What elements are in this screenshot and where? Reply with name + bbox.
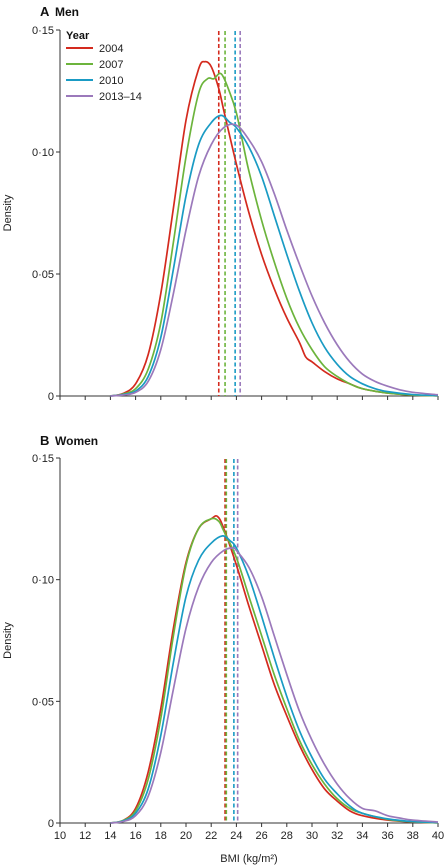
x-axis-label: BMI (kg/m²) — [220, 853, 277, 865]
x-tick-label: 40 — [432, 830, 444, 842]
x-tick-label: 36 — [381, 830, 393, 842]
x-tick-label: 22 — [205, 830, 217, 842]
y-tick-label: 0·05 — [32, 696, 54, 708]
series-line — [110, 514, 439, 824]
series-line — [110, 517, 439, 824]
x-tick-label: 30 — [306, 830, 318, 842]
y-tick-label: 0·10 — [32, 147, 54, 159]
x-tick-label: 20 — [180, 830, 192, 842]
x-tick-label: 26 — [255, 830, 267, 842]
x-tick-label: 10 — [54, 830, 66, 842]
x-tick-label: 24 — [230, 830, 242, 842]
series-line — [110, 72, 439, 397]
legend-label: 2010 — [99, 75, 123, 87]
x-tick-label: 18 — [155, 830, 167, 842]
panel-title: Women — [55, 434, 98, 448]
y-tick-label: 0·15 — [32, 25, 54, 37]
legend-label: 2013–14 — [99, 91, 142, 103]
y-tick-label: 0·10 — [32, 575, 54, 587]
x-tick-label: 38 — [407, 830, 419, 842]
legend-title: Year — [66, 30, 90, 42]
panel-letter: A — [40, 4, 50, 19]
y-tick-label: 0 — [48, 391, 54, 403]
series-line — [110, 123, 439, 397]
panel-title: Men — [55, 5, 79, 19]
legend: Year 2004 2007 2010 2013–14 — [66, 30, 142, 103]
legend-label: 2004 — [99, 43, 123, 55]
legend-label: 2007 — [99, 59, 123, 71]
y-tick-label: 0 — [48, 818, 54, 830]
panel-b: B Women 0 0·05 0·10 0·15 10 12 14 16 18 20 22 24 26 28 3… — [2, 433, 444, 865]
y-axis-label: Density — [2, 194, 14, 231]
series-line — [110, 535, 439, 824]
panel-letter: B — [40, 433, 49, 448]
x-tick-label: 28 — [281, 830, 293, 842]
y-axis-label: Density — [2, 622, 14, 659]
x-tick-label: 14 — [104, 830, 116, 842]
x-tick-label: 12 — [79, 830, 91, 842]
y-tick-label: 0·05 — [32, 269, 54, 281]
series-line — [110, 547, 439, 824]
x-tick-label: 32 — [331, 830, 343, 842]
x-tick-label: 16 — [129, 830, 141, 842]
x-tick-label: 34 — [356, 830, 368, 842]
series-line — [110, 114, 439, 397]
panel-a: A Men 0 0·05 0·10 0·15 Density Year 2004 2007 2010… — [2, 4, 439, 403]
y-tick-label: 0·15 — [32, 453, 54, 465]
